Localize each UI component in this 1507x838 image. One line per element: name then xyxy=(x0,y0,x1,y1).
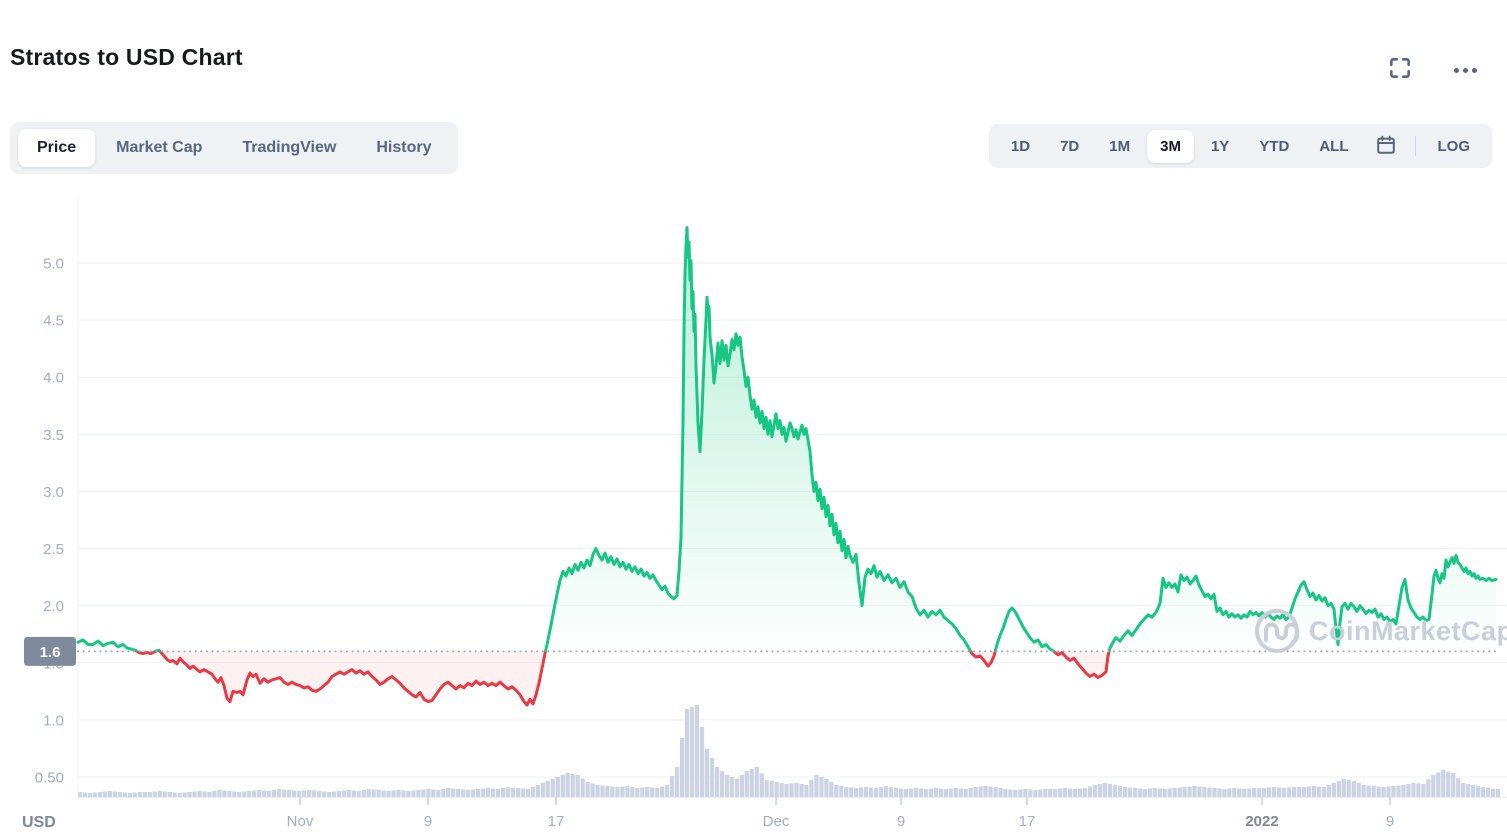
range-all[interactable]: ALL xyxy=(1306,130,1361,163)
fullscreen-icon xyxy=(1387,58,1413,84)
chart-type-tabs: Price Market Cap TradingView History xyxy=(10,122,459,174)
svg-text:4.0: 4.0 xyxy=(43,370,64,387)
range-ytd[interactable]: YTD xyxy=(1246,130,1302,163)
svg-text:9: 9 xyxy=(424,813,432,830)
currency-unit-label: USD xyxy=(22,814,56,831)
tab-tradingview[interactable]: TradingView xyxy=(223,129,355,167)
volume-bars xyxy=(78,705,1501,797)
svg-text:0.50: 0.50 xyxy=(35,770,64,787)
tab-price[interactable]: Price xyxy=(18,129,96,167)
ellipsis-icon xyxy=(1453,67,1459,73)
range-1m[interactable]: 1M xyxy=(1096,130,1143,163)
current-price-badge: 1.6 xyxy=(24,636,76,666)
svg-text:1.6: 1.6 xyxy=(40,644,61,661)
svg-text:2.0: 2.0 xyxy=(43,598,64,615)
tab-history[interactable]: History xyxy=(357,129,450,167)
time-range-bar: 1D 7D 1M 3M 1Y YTD ALL LOG xyxy=(988,124,1492,168)
calendar-button[interactable] xyxy=(1366,128,1406,165)
area-down xyxy=(78,651,1496,705)
svg-text:2022: 2022 xyxy=(1245,813,1278,830)
svg-text:3.0: 3.0 xyxy=(43,484,64,501)
svg-text:Nov: Nov xyxy=(287,813,314,830)
calendar-icon xyxy=(1375,134,1397,159)
range-1y[interactable]: 1Y xyxy=(1198,130,1242,163)
coinmarketcap-watermark: CoinMarketCap xyxy=(1255,609,1507,653)
svg-text:5.0: 5.0 xyxy=(43,256,64,273)
fullscreen-button[interactable] xyxy=(1386,55,1414,83)
area-up xyxy=(78,227,1496,652)
svg-text:1.0: 1.0 xyxy=(43,712,64,729)
price-line-down xyxy=(133,651,1111,707)
divider xyxy=(1414,136,1416,156)
svg-text:9: 9 xyxy=(1386,813,1394,830)
svg-text:Dec: Dec xyxy=(763,813,790,830)
log-toggle[interactable]: LOG xyxy=(1425,130,1484,163)
page-title: Stratos to USD Chart xyxy=(10,44,243,70)
svg-text:17: 17 xyxy=(1019,813,1036,830)
svg-text:4.5: 4.5 xyxy=(43,313,64,330)
more-options-button[interactable] xyxy=(1448,60,1482,80)
range-7d[interactable]: 7D xyxy=(1047,130,1092,163)
svg-text:2.5: 2.5 xyxy=(43,541,64,558)
svg-text:CoinMarketCap: CoinMarketCap xyxy=(1309,616,1507,646)
tab-market-cap[interactable]: Market Cap xyxy=(97,129,221,167)
range-1d[interactable]: 1D xyxy=(998,130,1043,163)
y-axis-labels: 5.04.54.03.53.02.52.01.51.00.50 xyxy=(35,256,64,787)
range-3m[interactable]: 3M xyxy=(1147,129,1194,163)
svg-text:9: 9 xyxy=(897,813,905,830)
svg-text:3.5: 3.5 xyxy=(43,427,64,444)
svg-text:17: 17 xyxy=(548,813,565,830)
x-axis-labels: Nov 9 17 Dec 9 17 2022 9 xyxy=(287,797,1394,830)
